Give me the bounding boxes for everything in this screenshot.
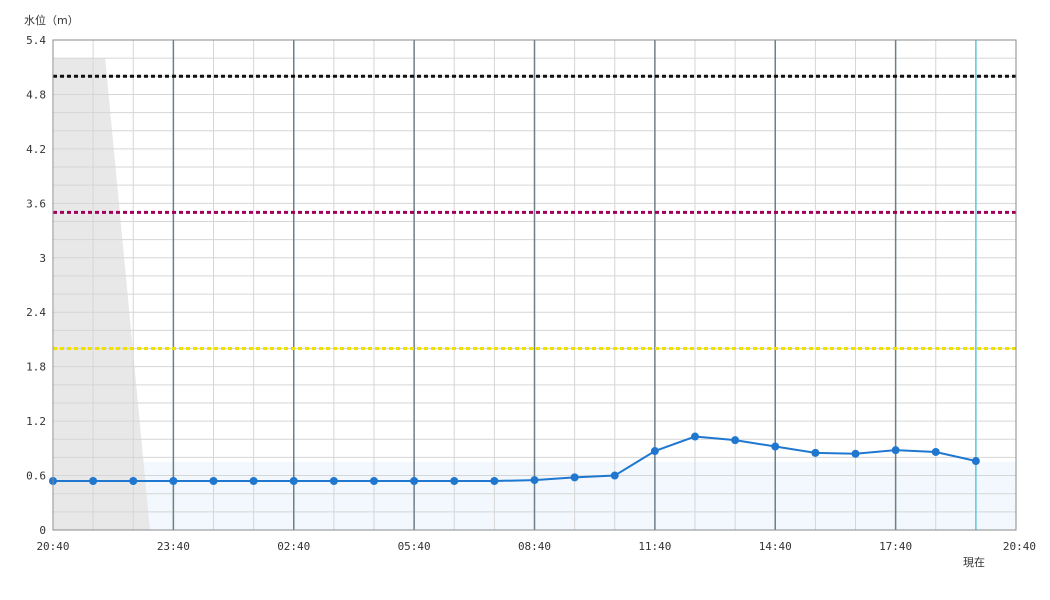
x-tick-label: 17:40: [879, 540, 912, 553]
data-point: [570, 473, 579, 482]
x-tick-label: 11:40: [638, 540, 671, 553]
y-tick-label: 0.6: [26, 470, 46, 483]
data-point: [891, 446, 900, 455]
data-point: [209, 477, 218, 485]
y-tick-label: 3: [39, 252, 46, 265]
data-point: [450, 477, 459, 485]
series-layer: [49, 432, 980, 485]
y-tick-label: 4.8: [26, 88, 46, 101]
x-tick-label: 20:40: [36, 540, 69, 553]
axes-layer: 0 0.6 1.2 1.8 2.4 3 3.6 4.2 4.8 5.4 20:40 23:40 02:4…: [26, 34, 1036, 553]
x-tick-label: 14:40: [759, 540, 792, 553]
y-tick-label: 0: [39, 524, 46, 537]
x-tick-label: 20:40: [1003, 540, 1036, 553]
data-point: [610, 471, 619, 480]
data-point: [410, 477, 419, 485]
data-point: [530, 476, 539, 485]
x-tick-label: 05:40: [398, 540, 431, 553]
y-tick-label: 5.4: [26, 34, 46, 47]
x-tick-label: 02:40: [277, 540, 310, 553]
data-point: [129, 477, 138, 485]
data-point: [490, 477, 499, 485]
data-point: [89, 477, 98, 485]
x-tick-label: 08:40: [518, 540, 551, 553]
plot-frame: [52, 39, 1017, 531]
series-line: [53, 435, 977, 482]
data-point: [691, 432, 699, 441]
data-point: [650, 447, 659, 456]
data-point: [771, 442, 780, 451]
y-tick-label: 2.4: [26, 306, 46, 319]
data-point: [851, 449, 860, 458]
data-point: [931, 447, 940, 456]
y-tick-label: 4.2: [26, 143, 46, 156]
data-point: [169, 477, 178, 485]
y-tick-label: 1.2: [26, 415, 46, 428]
x-tick-label: 23:40: [157, 540, 190, 553]
data-point: [289, 477, 298, 485]
y-tick-label: 1.8: [26, 361, 46, 374]
data-point: [249, 477, 258, 485]
y-axis-label: 水位（m）: [24, 13, 79, 27]
data-point: [370, 477, 378, 485]
data-point: [811, 448, 820, 457]
threshold-lines: [53, 40, 1016, 530]
data-point: [971, 457, 980, 466]
grid-layer: [53, 39, 1016, 531]
y-tick-label: 3.6: [26, 197, 46, 210]
data-point: [329, 477, 338, 485]
data-point: [731, 436, 740, 445]
now-label: 現在: [963, 556, 985, 569]
